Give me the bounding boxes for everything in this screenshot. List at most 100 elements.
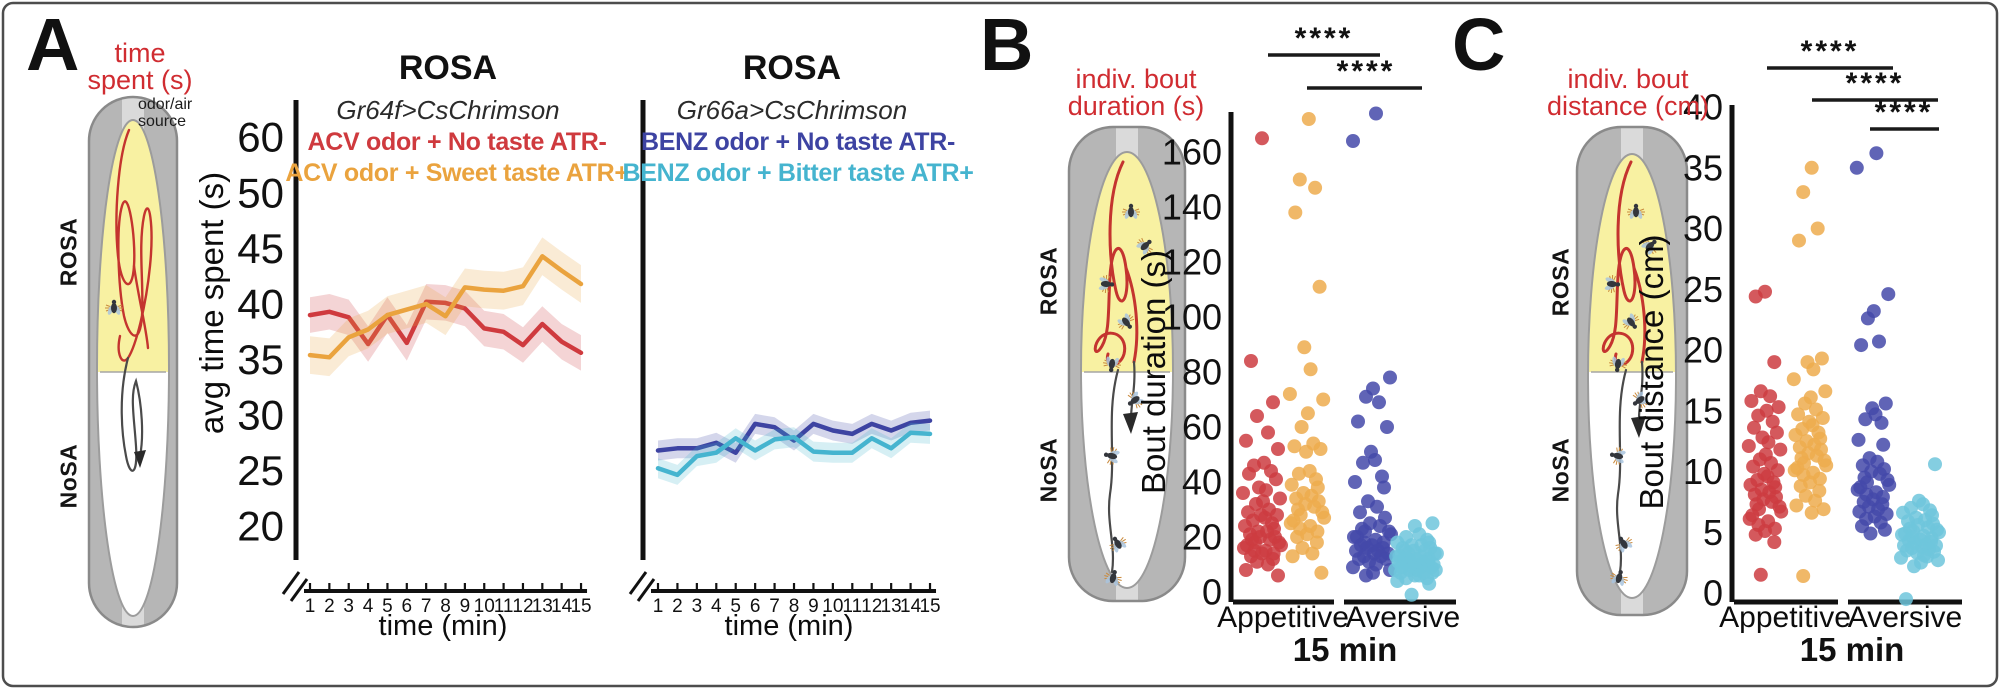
panel-a-caption: time spent (s): [87, 40, 192, 94]
svg-text:140: 140: [1162, 187, 1222, 228]
svg-text:7: 7: [769, 596, 780, 617]
trajectory-dark: [120, 356, 144, 472]
chart2-subtitle: Gr66a>CsChrimson: [676, 95, 908, 125]
svg-text:14: 14: [900, 596, 922, 617]
odor-air-source-label: odor/air source: [138, 96, 192, 130]
fly-icon: [1641, 237, 1658, 255]
chart1-title: ROSA: [398, 49, 498, 87]
fly-icon: [1136, 237, 1153, 255]
svg-text:9: 9: [808, 596, 819, 617]
svg-text:40: 40: [1683, 87, 1723, 128]
series-0-band: [310, 284, 581, 371]
svg-text:6: 6: [402, 596, 413, 617]
chart4-group-appetitive: Appetitive: [1719, 601, 1851, 634]
fly-icon: [1122, 203, 1140, 219]
trajectory-arrowhead: [134, 450, 146, 468]
svg-text:20: 20: [1182, 517, 1222, 558]
svg-text:8: 8: [440, 596, 451, 617]
series-1-band: [310, 237, 581, 377]
chart4-x-axis-label: 15 min: [1799, 631, 1905, 668]
fly-icon: [1609, 447, 1626, 465]
series-0-line: [655, 418, 933, 455]
svg-text:14: 14: [551, 596, 573, 617]
chart4-y-axis-label: Bout distance (cm): [1633, 234, 1670, 510]
svg-text:35: 35: [1683, 147, 1723, 188]
svg-text:20: 20: [237, 503, 284, 550]
svg-text:45: 45: [237, 225, 284, 272]
chart1-x-axis-label: time (min): [378, 610, 508, 642]
svg-text:15: 15: [570, 596, 591, 617]
series-1-line: [655, 430, 933, 478]
svg-text:50: 50: [237, 170, 284, 217]
trajectory-red: [115, 128, 153, 362]
svg-text:0: 0: [1703, 573, 1723, 614]
series-1-line: [307, 254, 584, 360]
axis-break: [628, 571, 648, 595]
chart1-legend-atr-plus: ACV odor + Sweet taste ATR+: [285, 159, 629, 187]
chart3-y-axis-label: Bout duration (s): [1135, 250, 1172, 494]
axis-break: [636, 578, 656, 602]
svg-text:5: 5: [1703, 512, 1723, 553]
fly-icon: [1627, 203, 1645, 219]
trajectory-red: [1632, 266, 1647, 364]
chart1-y-axis-label: avg time spent (s): [193, 171, 230, 435]
svg-text:40: 40: [237, 281, 284, 328]
fly-icon: [1104, 570, 1122, 587]
svg-text:5: 5: [730, 596, 741, 617]
svg-text:10: 10: [474, 596, 495, 617]
trajectory-arrowhead: [1631, 416, 1646, 438]
panel-b-caption-line2: duration (s): [1067, 91, 1205, 121]
svg-text:7: 7: [421, 596, 432, 617]
arena-c: [1575, 125, 1689, 617]
svg-text:4: 4: [363, 596, 374, 617]
chart3-group-aversive: Aversive: [1345, 601, 1461, 634]
trajectory-arrowhead: [1123, 412, 1138, 434]
odor-air-line2: source: [138, 113, 187, 130]
svg-text:12: 12: [512, 596, 533, 617]
series-0-line: [307, 299, 584, 356]
fly-icon: [1117, 313, 1135, 330]
chart3-group-appetitive: Appetitive: [1217, 601, 1349, 634]
odor-air-line1: odor/air: [138, 96, 193, 113]
chart4-group-aversive: Aversive: [1847, 601, 1963, 634]
panel-c-rosa-label: ROSA: [1547, 247, 1574, 317]
panel-a-caption-line2: spent (s): [87, 65, 193, 95]
svg-text:25: 25: [237, 447, 284, 494]
chart1-legend-atr-minus: ACV odor + No taste ATR-: [307, 128, 607, 156]
panel-b-letter: B: [980, 3, 1034, 86]
fly-icon: [1604, 274, 1621, 294]
svg-text:30: 30: [1683, 208, 1723, 249]
svg-text:40: 40: [1182, 462, 1222, 503]
trajectory-red: [1093, 160, 1129, 366]
panel-c-caption-line2: distance (cm): [1546, 91, 1710, 121]
chart3-sig-2: ****: [1336, 55, 1396, 88]
fly-icon: [1615, 536, 1633, 553]
svg-text:10: 10: [1683, 451, 1723, 492]
fly-icon: [1632, 391, 1649, 409]
fly-icon: [1127, 391, 1144, 409]
svg-text:6: 6: [750, 596, 761, 617]
svg-text:60: 60: [237, 114, 284, 161]
panel-b-nosa-label: NoSA: [1035, 437, 1062, 503]
chart3-x-axis-label: 15 min: [1292, 631, 1398, 668]
svg-text:25: 25: [1683, 269, 1723, 310]
trajectory-red: [1601, 160, 1637, 366]
svg-text:60: 60: [1182, 407, 1222, 448]
fly-icon: [105, 299, 123, 315]
svg-text:5: 5: [382, 596, 393, 617]
panel-c-letter: C: [1452, 3, 1506, 86]
chart2-legend-atr-minus: BENZ odor + No taste ATR-: [640, 128, 956, 156]
panel-a-rosa-label: ROSA: [55, 217, 82, 287]
panel-c-nosa-label: NoSA: [1547, 437, 1574, 503]
panel-b-rosa-label: ROSA: [1035, 246, 1062, 316]
svg-text:1: 1: [305, 596, 316, 617]
svg-text:30: 30: [237, 392, 284, 439]
svg-text:1: 1: [653, 596, 664, 617]
fly-icon: [1609, 356, 1627, 373]
panel-b-caption-line1: indiv. bout: [1075, 64, 1197, 94]
panel-c-caption-line1: indiv. bout: [1567, 64, 1689, 94]
svg-text:2: 2: [672, 596, 683, 617]
chart4-sig-2: ****: [1845, 67, 1905, 100]
fly-icon: [1622, 313, 1640, 330]
